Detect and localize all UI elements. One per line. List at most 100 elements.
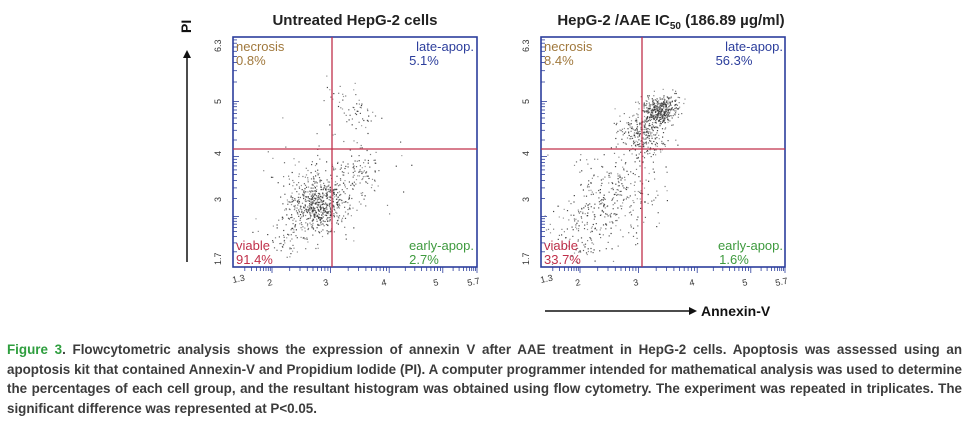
event-dot	[638, 176, 640, 178]
event-dot	[310, 200, 312, 202]
event-dot	[326, 179, 328, 181]
event-dot	[636, 157, 638, 159]
event-dot	[666, 116, 669, 118]
event-dot	[603, 154, 605, 156]
event-dot	[320, 189, 322, 191]
event-dot	[316, 172, 318, 174]
event-dot	[623, 127, 625, 130]
event-dot	[323, 100, 325, 102]
event-dot	[639, 143, 641, 145]
event-dot	[578, 228, 580, 230]
event-dot	[636, 128, 638, 131]
event-dot	[301, 209, 303, 211]
event-dot	[613, 152, 616, 154]
event-dot	[656, 105, 658, 107]
event-dot	[625, 198, 627, 200]
event-dot	[278, 219, 280, 221]
event-dot	[639, 145, 641, 147]
event-dot	[577, 230, 580, 232]
event-dot	[351, 118, 353, 120]
event-dot	[603, 203, 605, 205]
event-dot	[619, 205, 622, 207]
event-dot	[633, 114, 635, 116]
event-dot	[668, 99, 670, 101]
event-dot	[298, 211, 300, 213]
event-dot	[324, 210, 326, 212]
event-dot	[317, 216, 319, 218]
event-dot	[403, 191, 405, 193]
event-dot	[656, 98, 658, 100]
event-dot	[378, 170, 380, 172]
event-dot	[665, 101, 667, 103]
event-dot	[312, 187, 314, 189]
event-dot	[255, 218, 257, 220]
event-dot	[294, 204, 296, 207]
event-dot	[607, 205, 609, 207]
event-dot	[661, 142, 663, 144]
event-dot	[590, 182, 592, 184]
event-dot	[638, 134, 640, 136]
event-dot	[657, 106, 659, 108]
event-dot	[332, 190, 334, 192]
event-dot	[325, 187, 327, 189]
event-dot	[570, 214, 572, 216]
event-dot	[252, 231, 254, 233]
event-dot	[606, 213, 608, 215]
event-dot	[653, 109, 655, 111]
event-dot	[336, 222, 338, 224]
event-dot	[294, 198, 296, 200]
event-dot	[364, 159, 366, 161]
event-dot	[637, 131, 639, 133]
event-dot	[649, 125, 651, 127]
event-dot	[289, 256, 291, 258]
event-dot	[618, 156, 620, 158]
event-dot	[640, 207, 642, 209]
event-dot	[671, 117, 673, 119]
event-dot	[317, 169, 319, 171]
event-dot	[664, 110, 666, 112]
event-dot	[310, 191, 312, 193]
event-dot	[582, 211, 584, 213]
event-dot	[336, 212, 338, 214]
event-dot	[647, 142, 650, 144]
event-dot	[303, 191, 305, 193]
event-dot	[669, 104, 671, 106]
event-dot	[672, 89, 674, 91]
event-dot	[645, 131, 647, 133]
event-dot	[283, 162, 286, 164]
event-dot	[318, 172, 320, 175]
event-dot	[284, 209, 286, 211]
event-dot	[649, 149, 651, 151]
late-apop-label: late-apop.	[725, 39, 783, 54]
event-dot	[671, 107, 673, 109]
event-dot	[329, 203, 331, 205]
event-dot	[647, 128, 649, 130]
viable-label: viable	[236, 238, 270, 253]
event-dot	[600, 179, 602, 181]
early-apop-label: early-apop.	[718, 238, 783, 253]
event-dot	[349, 149, 351, 151]
event-dot	[612, 260, 615, 262]
event-dot	[319, 206, 321, 208]
event-dot	[320, 208, 322, 210]
event-dot	[310, 198, 312, 200]
event-dot	[637, 136, 639, 138]
event-dot	[634, 129, 636, 131]
event-dot	[322, 195, 324, 197]
event-dot	[312, 190, 314, 193]
event-dot	[324, 208, 326, 210]
event-dot	[326, 211, 328, 213]
event-dot	[344, 180, 346, 182]
event-dot	[584, 243, 587, 245]
event-dot	[668, 113, 670, 116]
event-dot	[298, 198, 300, 201]
event-dot	[401, 155, 403, 157]
event-dot	[645, 138, 647, 140]
event-dot	[326, 194, 328, 196]
event-dot	[349, 114, 351, 116]
event-dot	[291, 216, 293, 218]
panel-title-subscript: 50	[670, 21, 682, 32]
event-dot	[316, 185, 318, 187]
figure-label: Figure 3	[7, 342, 63, 357]
event-dot	[668, 102, 670, 104]
